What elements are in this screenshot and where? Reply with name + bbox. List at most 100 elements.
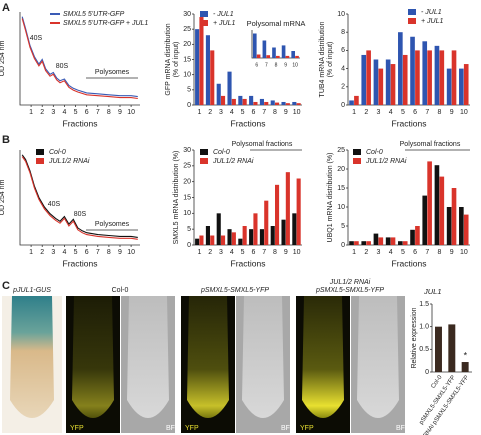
bar [199,235,204,245]
x-tick-label: 7 [96,109,100,116]
x-tick-label: 7 [425,249,429,256]
x-tick-label: 6 [85,109,89,116]
x-axis-label: Fractions [63,118,98,128]
bar [276,55,280,58]
legend-label: SMXL5 5'UTR-GFP + JUL1 [63,20,148,27]
image-title: Col-0 [112,287,129,294]
annotation: 40S [48,201,61,208]
x-axis-label: Fractions [231,118,266,128]
bar [427,50,432,105]
annotation: Polysomal fractions [400,141,461,148]
bar [366,241,371,245]
y-tick-label: 20 [337,166,345,173]
y-tick-label: 25 [337,147,345,154]
bar [463,64,469,105]
legend-swatch [200,20,208,26]
bar [210,50,215,105]
root [357,296,399,418]
x-tick-label: 7 [265,62,268,68]
bar [435,326,442,372]
y-tick-label: 5 [187,87,191,94]
bar [434,165,440,245]
bar [205,35,210,105]
legend-label: - JUL1 [213,11,234,18]
bar [262,40,267,58]
x-axis-label: Fractions [231,258,266,268]
x-tick-label: 6 [413,249,417,256]
x-tick-label: 5 [74,109,78,116]
x-tick-label: 9 [284,109,288,116]
bar [366,50,371,105]
bar [270,100,275,105]
bar [439,50,445,105]
bar [292,101,297,105]
x-tick-label: 5 [241,109,245,116]
legend-label: SMXL5 5'UTR-GFP [63,11,125,18]
bar [296,103,301,105]
y-tick-label: 0 [341,242,345,249]
bar [270,226,275,245]
bar [461,362,469,372]
x-tick-label: 2 [40,249,44,256]
bar [291,51,296,58]
legend-swatch [408,9,416,15]
profile-line [21,156,138,240]
bar [275,102,280,105]
x-tick-label: 8 [107,249,111,256]
bar [448,324,456,372]
legend-label: JUL1/2 RNAi [212,158,254,165]
bar [463,214,469,245]
x-tick-label: 2 [364,109,368,116]
bar [410,36,415,105]
bar [451,188,457,245]
bar [459,207,464,245]
y-tick-label: 2 [341,84,345,91]
y-tick-label: 25 [183,163,191,170]
y-axis-label: OD 254 nm [0,40,6,76]
x-tick-label: 8 [275,62,278,68]
bar [349,100,354,105]
x-tick-label: 3 [377,109,381,116]
root [187,296,229,418]
bar [451,50,457,105]
profile-line [21,16,138,98]
bar [264,101,269,105]
x-tick-label: 9 [450,109,454,116]
bar [205,226,210,245]
bar [216,213,221,245]
root [127,296,169,418]
x-tick-label: 5 [241,249,245,256]
channel-label: BF [166,425,175,432]
x-tick-label: 6 [251,249,255,256]
x-axis-label: Fractions [392,258,427,268]
legend-swatch [353,149,361,155]
x-tick-label: 7 [262,249,266,256]
bar [253,213,258,245]
y-tick-label: 15 [183,56,191,63]
x-tick-label: 1 [352,109,356,116]
x-axis-label: Fractions [63,258,98,268]
y-tick-label: 10 [337,11,345,18]
y-tick-label: 1.0 [419,324,429,331]
y-axis-label: (% of input) [327,42,334,78]
x-tick-label: 4 [62,109,66,116]
y-axis-label: GFP mRNA distribution [165,23,172,95]
x-axis-label: Fractions [392,118,427,128]
bar [253,101,258,105]
bar [361,54,367,105]
annotation: Polysomes [95,69,130,76]
bar [446,207,452,245]
x-tick-label: 6 [85,249,89,256]
bar [354,95,359,105]
y-axis-label: UBQ1 mRNA distribution (%) [327,153,334,243]
bar [378,237,384,245]
image-title: JUL1/2 RNAi [329,279,371,286]
panel-letter: A [2,2,10,14]
x-tick-label: 5 [74,249,78,256]
bar [398,32,403,106]
x-tick-label: 10 [127,249,135,256]
x-tick-label: 10 [127,109,135,116]
y-tick-label: 0 [187,242,191,249]
bar [252,33,257,58]
y-tick-label: 20 [183,41,191,48]
